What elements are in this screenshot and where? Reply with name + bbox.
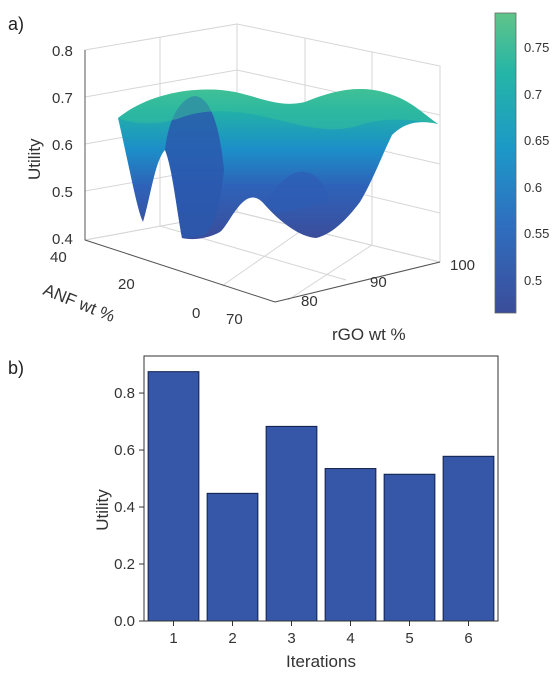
z-axis-title: Utility bbox=[25, 138, 44, 180]
bar-x-tick-label: 6 bbox=[464, 630, 472, 647]
bar-x-tick-label: 1 bbox=[169, 630, 177, 647]
x-tick-label: 100 bbox=[450, 257, 475, 274]
colorbar: 0.75 0.7 0.65 0.6 0.55 0.5 bbox=[494, 12, 549, 314]
colorbar-tick-label: 0.65 bbox=[524, 133, 549, 148]
z-tick-label: 0.7 bbox=[52, 90, 73, 107]
bar-iteration-2 bbox=[206, 492, 259, 622]
colorbar-ticks: 0.75 0.7 0.65 0.6 0.55 0.5 bbox=[524, 40, 549, 288]
bar-y-axis: 0.0 0.2 0.4 0.6 0.8 bbox=[114, 385, 144, 630]
z-tick-label: 0.6 bbox=[52, 137, 73, 154]
y-tick-label: 40 bbox=[50, 249, 67, 266]
bar-y-tick-label: 0.8 bbox=[114, 385, 135, 402]
panel-b: b) 0.0 0.2 0.4 0.6 0.8 1 2 3 4 5 6 Utility Iterat… bbox=[8, 355, 499, 671]
colorbar-scale bbox=[494, 12, 517, 314]
z-tick-label: 0.5 bbox=[52, 184, 73, 201]
bar-iteration-5 bbox=[383, 473, 436, 622]
bar-y-tick-label: 0.2 bbox=[114, 556, 135, 573]
bar-x-tick-label: 2 bbox=[228, 630, 236, 647]
x-tick-label: 70 bbox=[226, 311, 243, 328]
colorbar-tick-label: 0.55 bbox=[524, 226, 549, 241]
y-tick-label: 20 bbox=[118, 276, 135, 293]
bar-x-axis-title: Iterations bbox=[286, 652, 356, 671]
utility-surface bbox=[118, 89, 438, 240]
y-tick-label: 0 bbox=[192, 305, 200, 322]
z-tick-label: 0.8 bbox=[52, 43, 73, 60]
y-axis-title: ANF wt % bbox=[41, 280, 118, 326]
panel-a: a) bbox=[8, 12, 549, 344]
bar-iteration-6 bbox=[442, 455, 495, 622]
colorbar-tick-label: 0.6 bbox=[524, 180, 542, 195]
bar-y-tick-label: 0.4 bbox=[114, 499, 135, 516]
bar-x-tick-label: 4 bbox=[346, 630, 354, 647]
z-tick-label: 0.4 bbox=[52, 231, 73, 248]
y-axis: 40 20 0 ANF wt % bbox=[41, 249, 201, 326]
bar-x-axis: 1 2 3 4 5 6 bbox=[169, 621, 473, 647]
surface-top-crest bbox=[118, 89, 438, 130]
bar-x-tick-label: 3 bbox=[287, 630, 295, 647]
bar-plot-frame bbox=[143, 355, 499, 622]
bar-iteration-3 bbox=[265, 425, 318, 622]
bar-y-tick-label: 0.6 bbox=[114, 442, 135, 459]
bar-y-tick-label: 0.0 bbox=[114, 613, 135, 630]
x-axis-title: rGO wt % bbox=[332, 325, 406, 344]
x-axis: 70 80 90 100 rGO wt % bbox=[226, 257, 475, 344]
bar-x-tick-label: 5 bbox=[405, 630, 413, 647]
bar-iteration-1 bbox=[147, 371, 200, 622]
colorbar-tick-label: 0.5 bbox=[524, 273, 542, 288]
colorbar-tick-label: 0.75 bbox=[524, 40, 549, 55]
surface-front-fold bbox=[165, 96, 224, 238]
z-axis: 0.8 0.7 0.6 0.5 0.4 Utility bbox=[25, 43, 73, 248]
panel-b-label: b) bbox=[8, 358, 24, 378]
bar-y-axis-title: Utility bbox=[93, 489, 112, 531]
panel-a-label: a) bbox=[8, 14, 24, 34]
bars bbox=[147, 371, 495, 622]
colorbar-tick-label: 0.7 bbox=[524, 87, 542, 102]
x-tick-label: 80 bbox=[301, 293, 318, 310]
surface-inner-ridge bbox=[265, 171, 328, 213]
bar-iteration-4 bbox=[324, 468, 377, 622]
x-tick-label: 90 bbox=[370, 274, 387, 291]
